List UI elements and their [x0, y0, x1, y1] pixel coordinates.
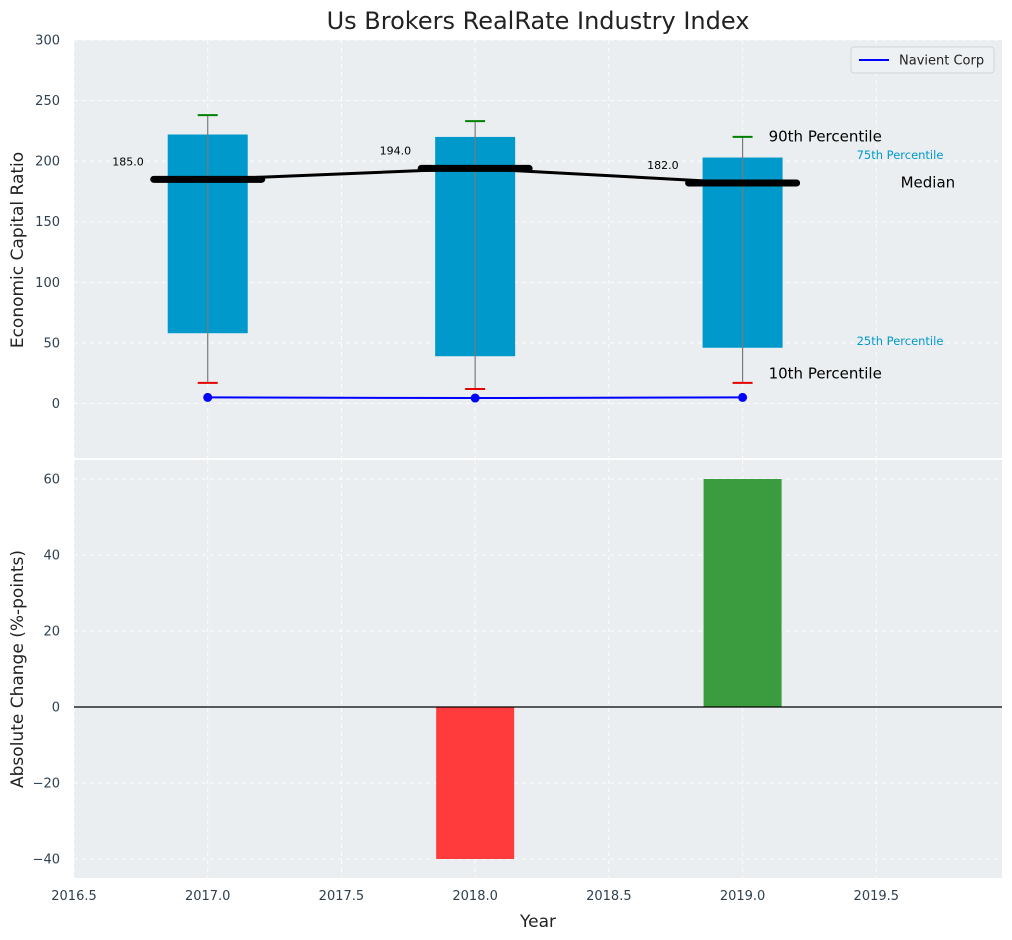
bottom-y-tick-label: 40 [43, 549, 60, 564]
top-y-tick-label: 200 [35, 155, 60, 170]
x-tick-label: 2019.5 [854, 889, 900, 904]
series-point [203, 392, 213, 402]
annotation-p10: 10th Percentile [769, 364, 882, 382]
top-y-tick-label: 250 [35, 94, 60, 109]
change-bar-negative [436, 707, 515, 859]
x-tick-label: 2018.5 [586, 889, 632, 904]
bottom-y-tick-label: 60 [43, 473, 60, 488]
x-tick-label: 2019.0 [720, 889, 766, 904]
bottom-y-tick-label: −20 [33, 777, 60, 792]
top-y-tick-label: 150 [35, 215, 60, 230]
top-y-tick-label: 100 [35, 276, 60, 291]
bottom-y-tick-label: 20 [43, 625, 60, 640]
bottom-y-tick-label: −40 [33, 853, 60, 868]
x-tick-label: 2018.0 [452, 889, 498, 904]
plot-layer: 0 50 100 150 200 250 300 −40 −20 0 20 40 60 2016.5 201… [33, 34, 1002, 904]
top-y-axis-title: Economic Capital Ratio [8, 152, 28, 348]
series-point [470, 393, 480, 403]
x-axis-title: Year [519, 912, 556, 932]
legend: Navient Corp [850, 46, 995, 74]
annotation-p25: 25th Percentile [857, 334, 944, 348]
median-value-label: 194.0 [380, 144, 412, 157]
top-y-tick-label: 0 [52, 397, 60, 412]
chart-title: Us Brokers RealRate Industry Index [327, 7, 750, 35]
bottom-y-tick-label: 0 [52, 701, 60, 716]
median-value-label: 182.0 [647, 159, 679, 172]
annotation-p90: 90th Percentile [769, 127, 882, 145]
change-bar-positive [703, 479, 782, 707]
bottom-panel-background [74, 460, 1002, 878]
legend-label: Navient Corp [899, 54, 984, 69]
x-tick-label: 2017.5 [319, 889, 365, 904]
series-point [738, 392, 748, 402]
median-value-label: 185.0 [112, 155, 144, 168]
top-y-tick-label: 50 [43, 336, 60, 351]
x-tick-label: 2016.5 [51, 889, 97, 904]
annotation-p75: 75th Percentile [857, 148, 944, 162]
bottom-y-axis-title: Absolute Change (%-points) [8, 550, 28, 788]
legend-box [850, 46, 995, 74]
top-y-tick-label: 300 [35, 34, 60, 49]
x-tick-label: 2017.0 [185, 889, 231, 904]
annotation-median: Median [901, 173, 956, 191]
